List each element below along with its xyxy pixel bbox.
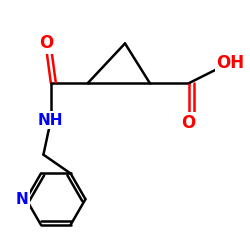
Text: O: O xyxy=(181,114,195,132)
Text: N: N xyxy=(16,192,29,207)
Text: NH: NH xyxy=(38,112,64,128)
Text: O: O xyxy=(39,34,53,52)
Text: OH: OH xyxy=(216,54,244,72)
